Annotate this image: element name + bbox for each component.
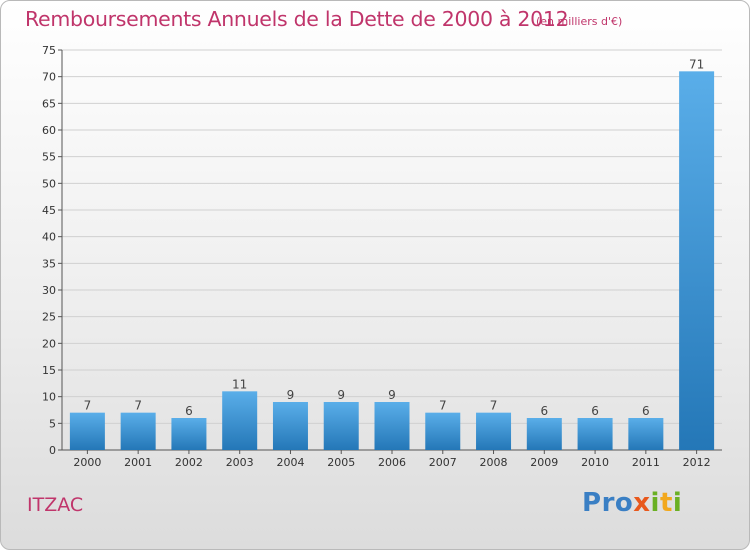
- y-tick-label: 70: [42, 71, 56, 84]
- bar-value-label: 6: [540, 404, 548, 418]
- x-tick-label: 2010: [581, 456, 609, 469]
- bar: [323, 402, 359, 450]
- bar: [374, 402, 410, 450]
- bar-value-label: 7: [490, 399, 498, 413]
- axes: 0 5 10 15 20 25 30 35 40 45 50 55 60 65 70 75 2000 2001 20…: [42, 44, 722, 469]
- x-tick-label: 2004: [276, 456, 304, 469]
- x-tick-label: 2008: [480, 456, 508, 469]
- x-tick-label: 2006: [378, 456, 406, 469]
- logo-letter: x: [633, 488, 651, 518]
- x-tick-label: 2000: [73, 456, 101, 469]
- bar: [425, 412, 461, 450]
- chart-title: Remboursements Annuels de la Dette de 20…: [25, 7, 569, 31]
- data-labels: 7 7 6 11 9 9 9 7 7 6 6 6 71: [84, 57, 705, 418]
- bar: [272, 402, 308, 450]
- y-tick-label: 45: [42, 204, 56, 217]
- y-tick-label: 75: [42, 44, 56, 57]
- bar-value-label: 9: [337, 388, 345, 402]
- logo-letter: r: [601, 488, 615, 518]
- x-tick-label: 2001: [124, 456, 152, 469]
- logo-letter: i: [650, 488, 660, 518]
- bar: [120, 412, 156, 450]
- bar: [628, 418, 664, 450]
- bar: [476, 412, 512, 450]
- chart-subtitle: (en milliers d'€): [536, 15, 623, 28]
- x-tick-label: 2012: [683, 456, 711, 469]
- x-tick-label: 2005: [327, 456, 355, 469]
- bar: [526, 418, 562, 450]
- logo-letter: o: [614, 488, 634, 518]
- y-tick-label: 20: [42, 337, 56, 350]
- bar-value-label: 7: [439, 399, 447, 413]
- logo-letter: t: [659, 488, 673, 518]
- y-tick-label: 5: [49, 417, 56, 430]
- bar: [69, 412, 105, 450]
- y-tick-label: 55: [42, 151, 56, 164]
- bars: [69, 71, 715, 450]
- y-tick-label: 65: [42, 97, 56, 110]
- commune-name: ITZAC: [27, 494, 84, 516]
- bar-value-label: 9: [388, 388, 396, 402]
- proxiti-logo: Proxiti: [582, 488, 682, 518]
- logo-letter: P: [582, 488, 602, 518]
- bar: [171, 418, 207, 450]
- x-tick-label: 2009: [530, 456, 558, 469]
- bar-value-label: 9: [287, 388, 295, 402]
- x-tick-label: 2003: [226, 456, 254, 469]
- logo-letter: i: [672, 488, 683, 518]
- y-tick-label: 60: [42, 124, 56, 137]
- bar-value-label: 6: [185, 404, 193, 418]
- y-tick-label: 10: [42, 391, 56, 404]
- bar: [222, 391, 258, 450]
- y-tick-label: 35: [42, 257, 56, 270]
- y-tick-label: 15: [42, 364, 56, 377]
- bar-value-label: 11: [232, 377, 247, 391]
- bar: [679, 71, 715, 450]
- y-tick-label: 50: [42, 177, 56, 190]
- y-tick-label: 25: [42, 311, 56, 324]
- y-tick-label: 30: [42, 284, 56, 297]
- bar-value-label: 71: [689, 57, 704, 71]
- y-tick-label: 0: [49, 444, 56, 457]
- x-tick-label: 2011: [632, 456, 660, 469]
- y-tick-label: 40: [42, 231, 56, 244]
- x-tick-label: 2002: [175, 456, 203, 469]
- bar-value-label: 7: [134, 399, 142, 413]
- x-tick-label: 2007: [429, 456, 457, 469]
- bar-value-label: 7: [84, 399, 92, 413]
- bar-value-label: 6: [642, 404, 650, 418]
- bar-value-label: 6: [591, 404, 599, 418]
- bar: [577, 418, 613, 450]
